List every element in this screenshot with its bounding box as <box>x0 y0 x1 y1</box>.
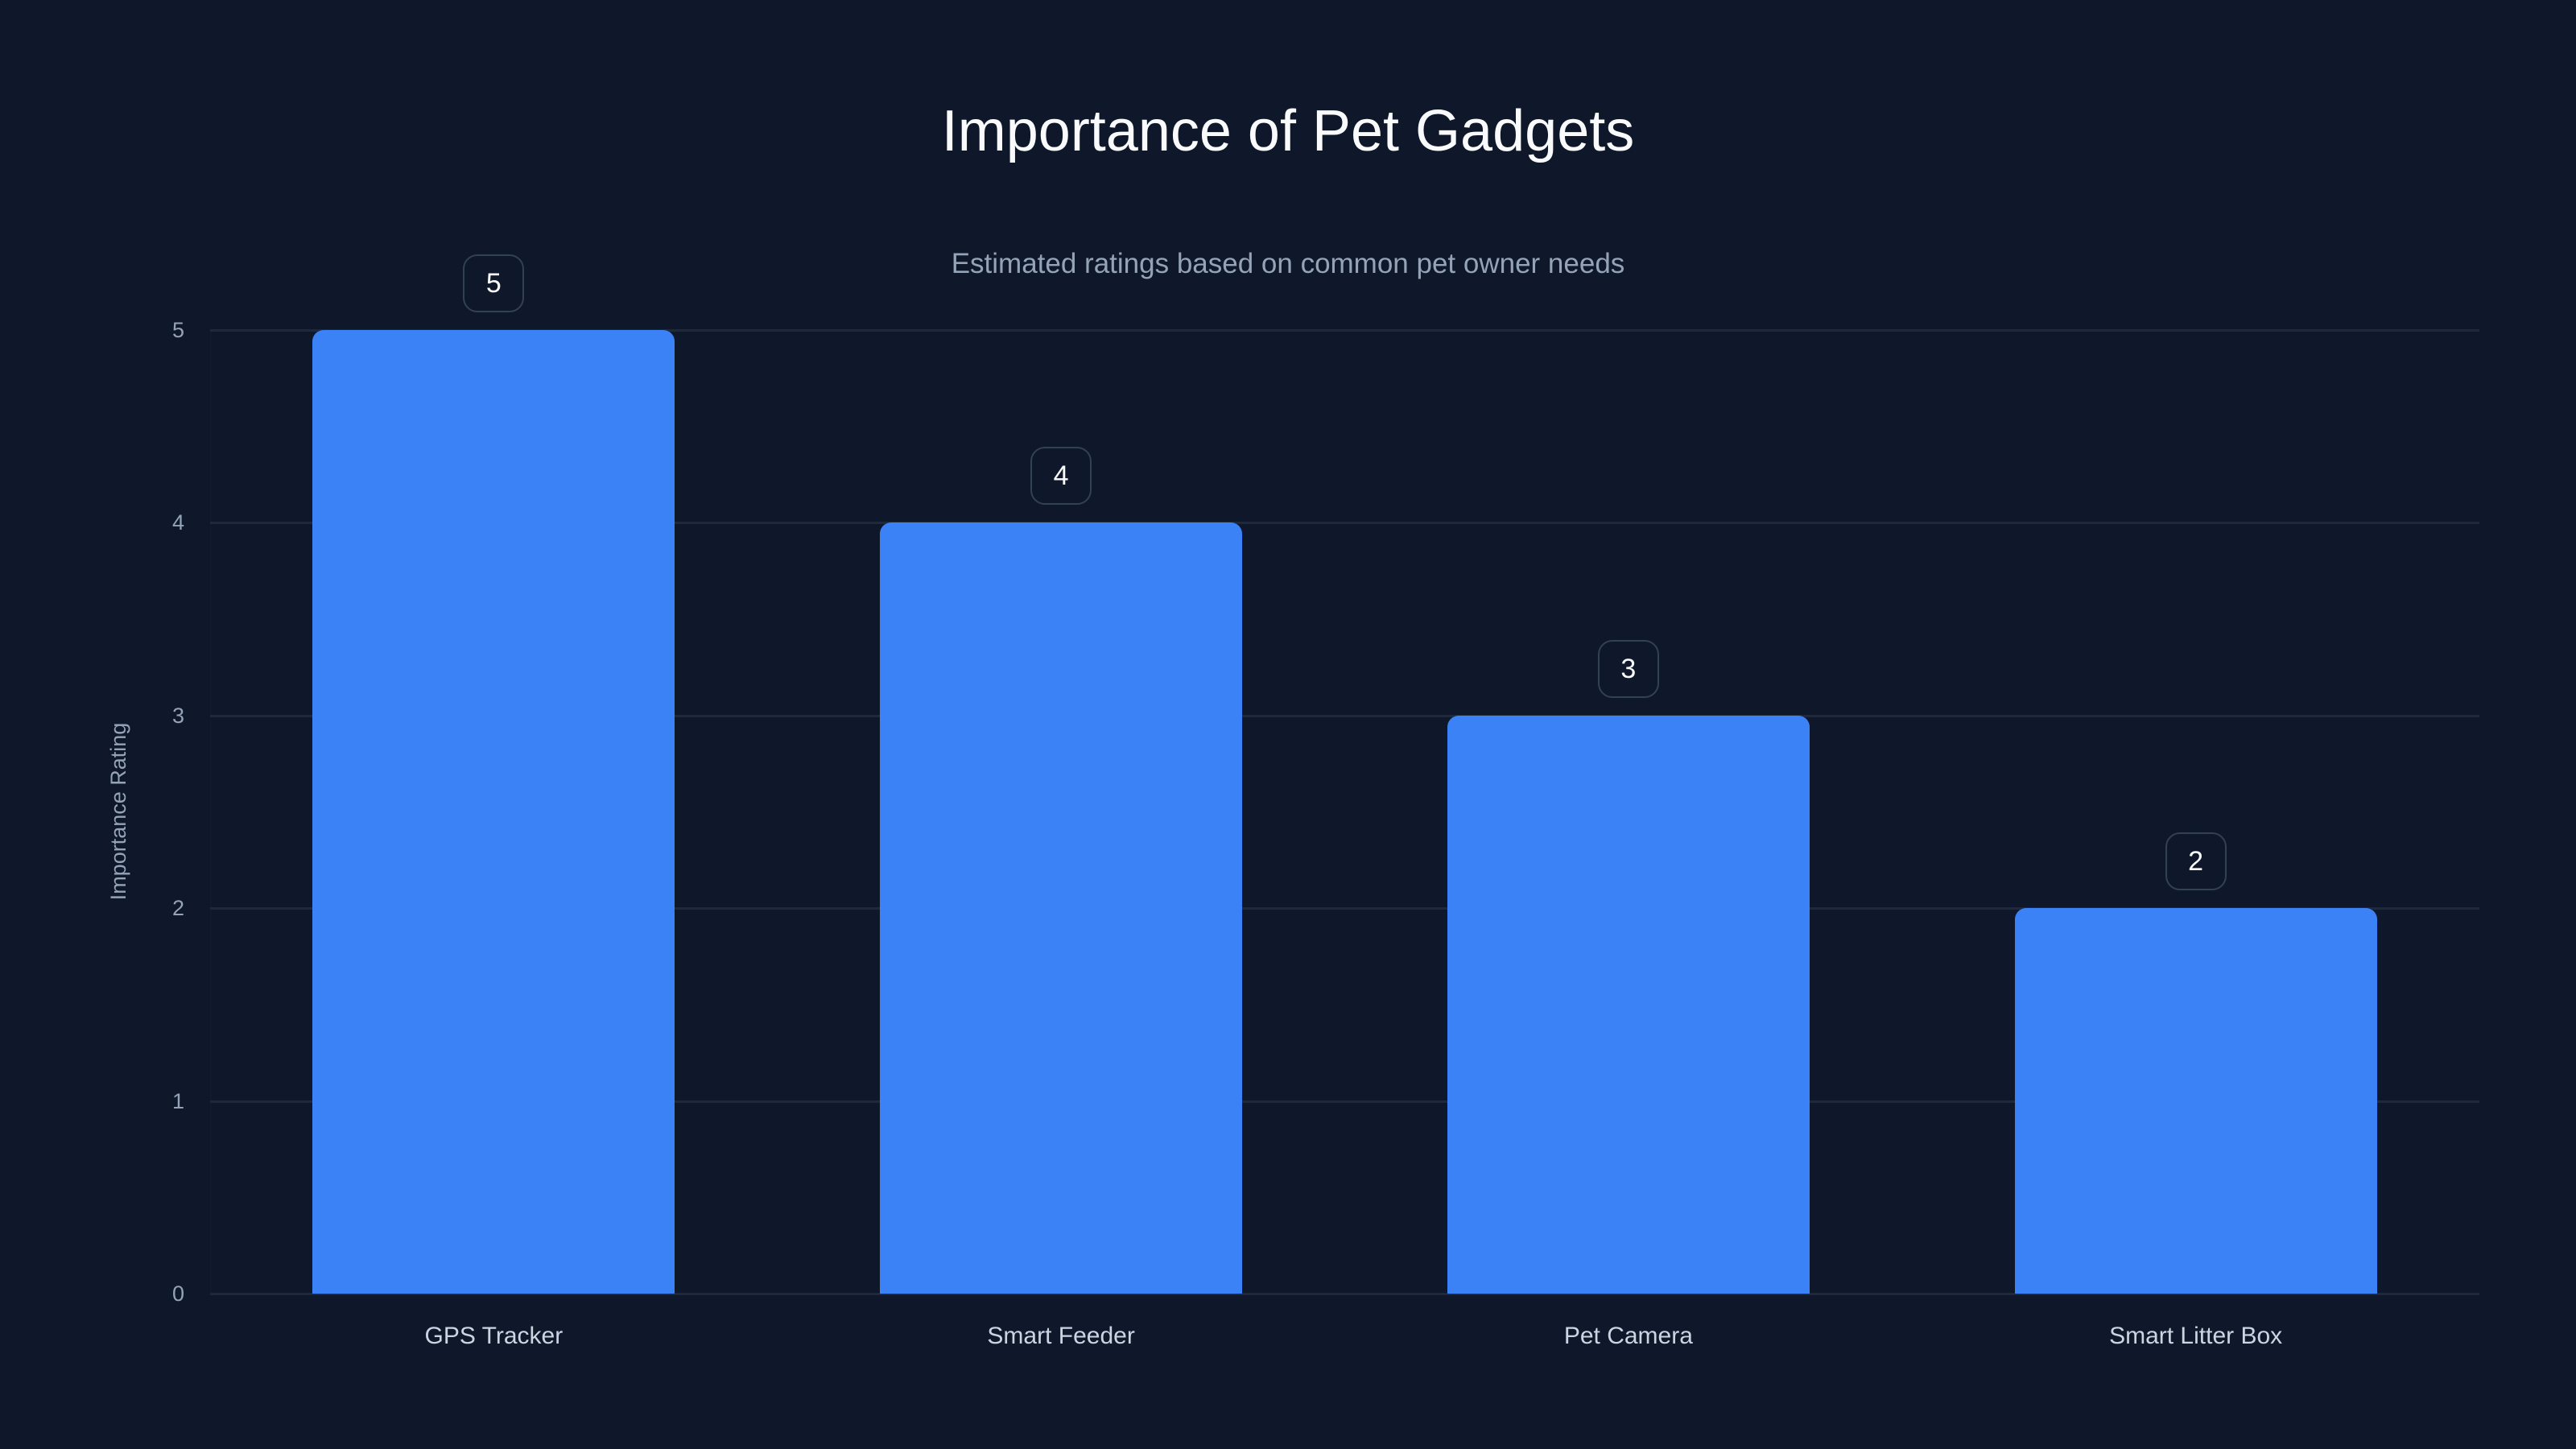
value-label: 2 <box>2165 832 2227 891</box>
gridline <box>210 714 2479 717</box>
x-tick-label: Pet Camera <box>1563 1323 1693 1349</box>
y-tick-label: 2 <box>171 896 184 921</box>
bar[interactable] <box>2014 908 2377 1294</box>
x-tick-label: Smart Litter Box <box>2109 1323 2283 1349</box>
bar[interactable] <box>880 522 1243 1294</box>
bar[interactable] <box>1447 715 1810 1294</box>
plot-area: 5 4 3 2 <box>210 254 2479 1295</box>
y-tick-label: 3 <box>171 703 184 728</box>
chart-title: Importance of Pet Gadgets <box>941 99 1635 163</box>
chart-subtitle: Estimated ratings based on common pet ow… <box>951 248 1625 279</box>
x-tick-label: Smart Feeder <box>987 1323 1135 1349</box>
y-tick-label: 0 <box>171 1282 184 1306</box>
value-label: 5 <box>463 254 525 312</box>
value-label: 3 <box>1597 639 1659 698</box>
gridline <box>210 1100 2479 1103</box>
bar[interactable] <box>312 330 675 1294</box>
y-tick-label: 1 <box>171 1088 184 1113</box>
gridline <box>210 522 2479 525</box>
y-tick-label: 4 <box>171 510 184 535</box>
x-tick-label: GPS Tracker <box>424 1323 564 1349</box>
gridline <box>210 329 2479 332</box>
y-tick-label: 5 <box>171 318 184 342</box>
y-axis-title: Importance Rating <box>106 722 130 901</box>
y-axis-line <box>210 330 212 1294</box>
value-label: 4 <box>1030 447 1092 506</box>
gridline <box>210 907 2479 910</box>
gridline <box>210 1293 2479 1295</box>
